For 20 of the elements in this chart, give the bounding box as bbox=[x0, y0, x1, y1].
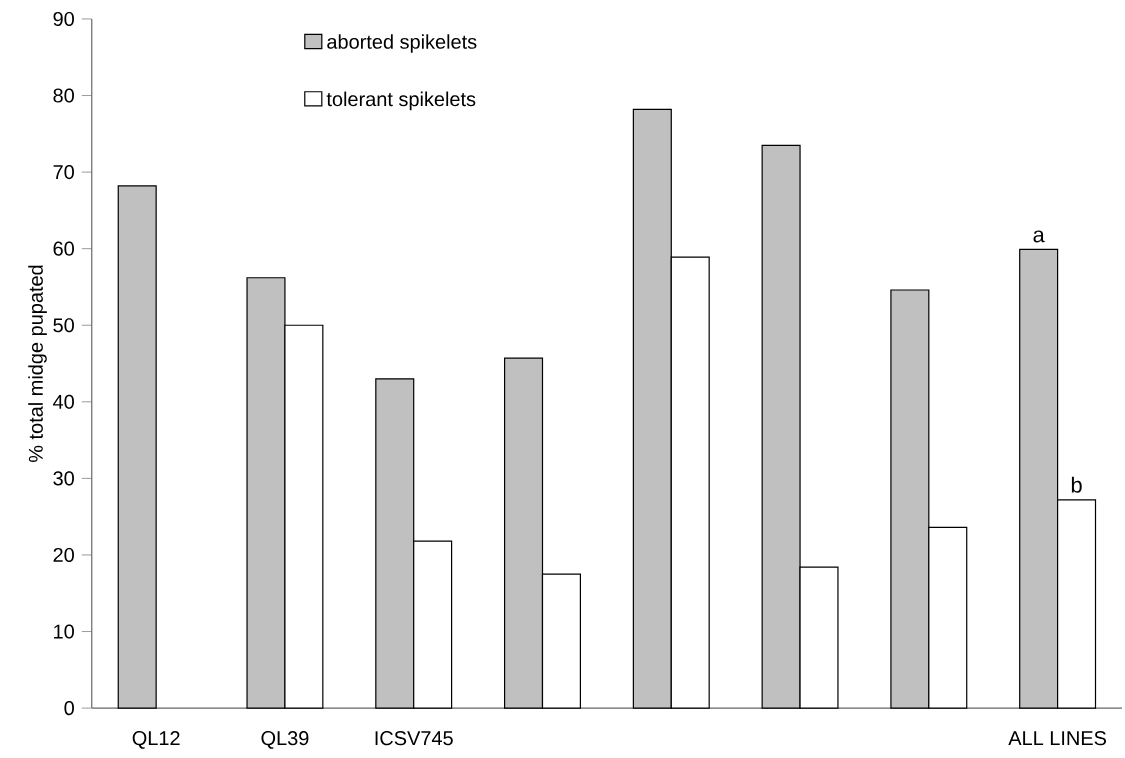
y-tick-label: 30 bbox=[53, 471, 74, 486]
legend-label: aborted spikelets bbox=[327, 34, 477, 53]
x-tick-label: ICSV745 bbox=[375, 731, 453, 746]
legend-label: tolerant spikelets bbox=[326, 91, 476, 111]
x-tick-label: QL39 bbox=[261, 731, 309, 749]
y-tick-label: 60 bbox=[53, 241, 74, 256]
y-tick-label: 70 bbox=[53, 165, 74, 180]
x-tick-label: ALL LINES bbox=[1008, 731, 1107, 746]
y-tick-label: 80 bbox=[53, 88, 74, 103]
y-tick-label: 50 bbox=[53, 318, 74, 333]
y-tick-label: 90 bbox=[53, 11, 74, 27]
annotation: a bbox=[1033, 230, 1045, 243]
y-tick-label: 20 bbox=[53, 547, 74, 563]
y-tick-label: 10 bbox=[54, 624, 74, 639]
y-axis-title: % total midge pupated bbox=[28, 265, 47, 463]
y-tick-label: 0 bbox=[64, 701, 74, 716]
y-tick-label: 40 bbox=[53, 394, 74, 409]
x-tick-label: QL12 bbox=[132, 731, 180, 749]
annotation: b bbox=[1071, 476, 1082, 493]
bar bbox=[117, 185, 157, 709]
